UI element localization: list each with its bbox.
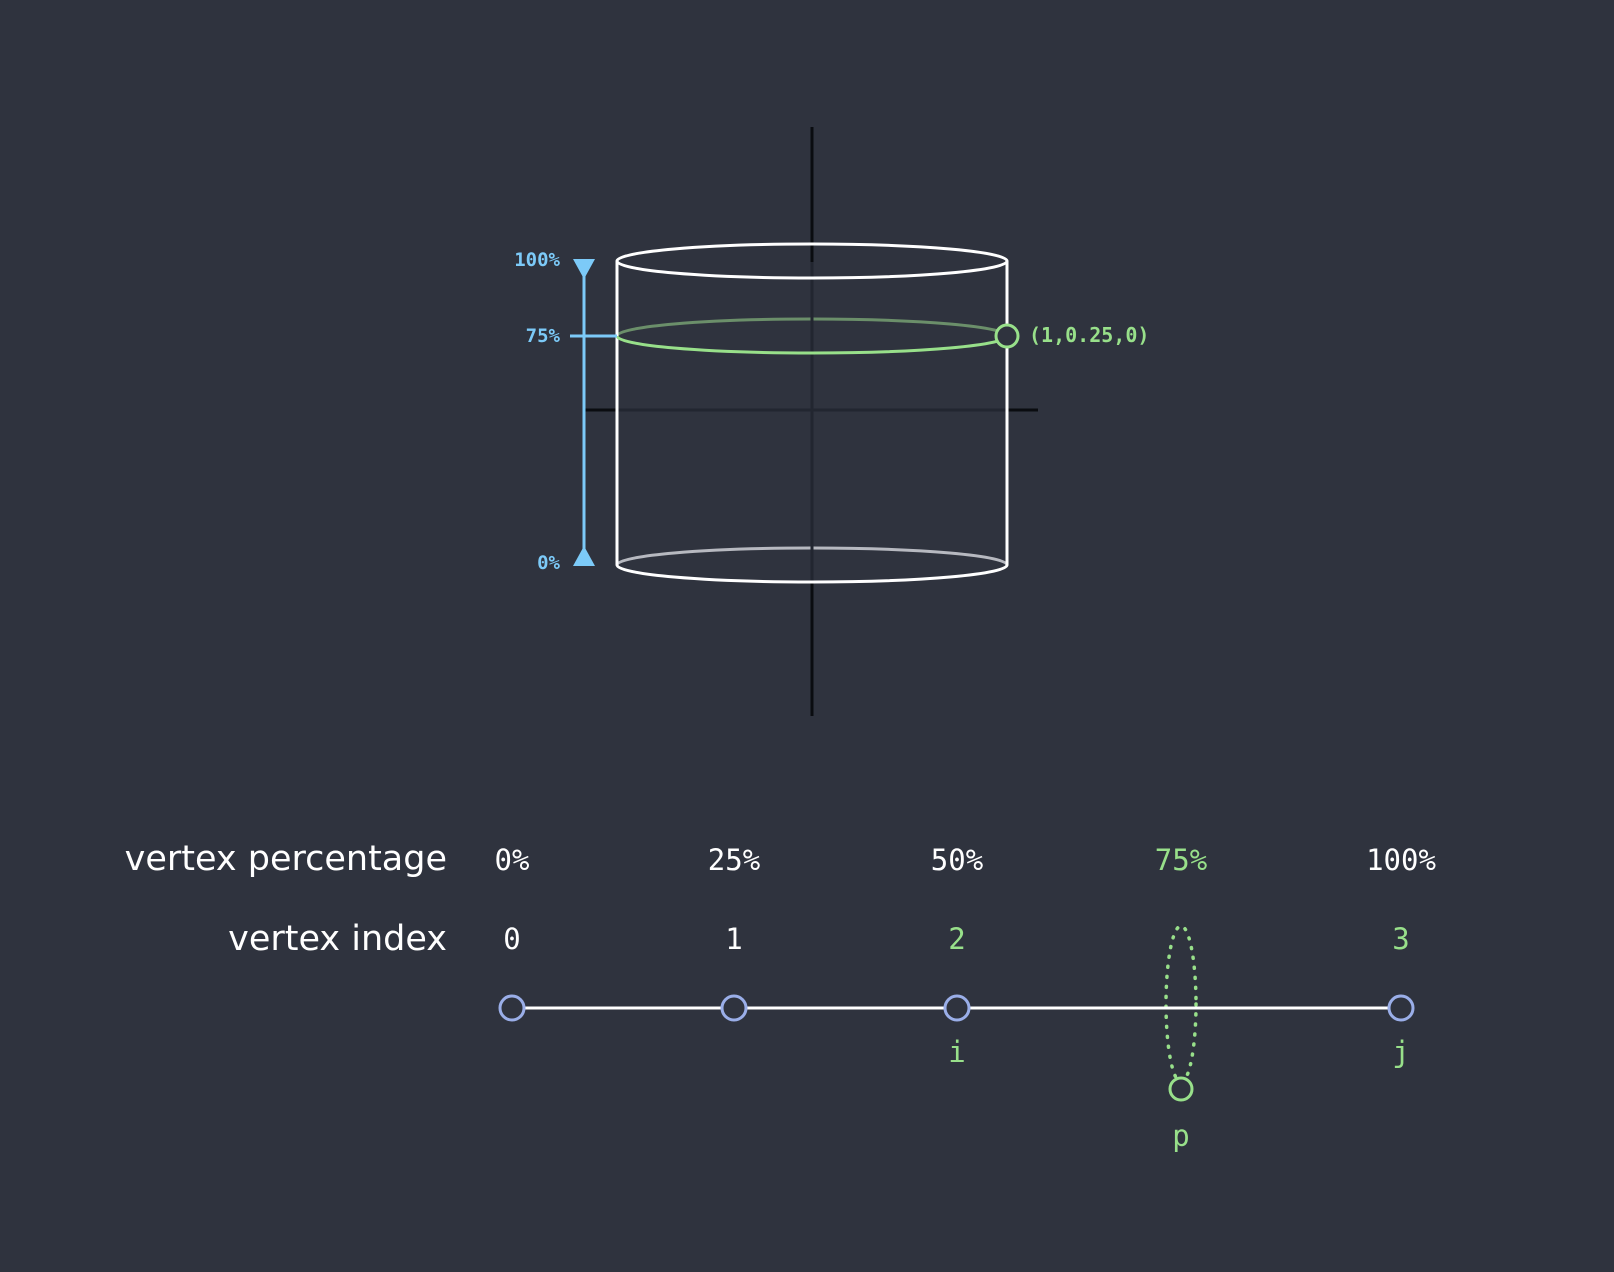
row-label-index: vertex index <box>228 919 447 959</box>
height-scale-bottom-arrow <box>573 546 595 566</box>
vertex-marker-i: i <box>948 1035 965 1069</box>
row-label-percentage: vertex percentage <box>125 839 447 879</box>
height-label-100: 100% <box>514 249 560 271</box>
vertex-node-0 <box>498 994 526 1022</box>
percentage-value-1: 25% <box>708 843 760 877</box>
index-value-3: 3 <box>1392 922 1409 956</box>
index-value-1: 1 <box>725 922 742 956</box>
interpolated-point <box>1168 1076 1194 1102</box>
cylinder-figure: (1,0.25,0) 100% 75% 0% <box>514 127 1149 716</box>
percentage-value-0: 0% <box>495 843 530 877</box>
vertex-marker-j: j <box>1392 1035 1409 1069</box>
index-value-2: 2 <box>948 922 965 956</box>
slice-point-label: (1,0.25,0) <box>1029 323 1149 347</box>
interpolated-point-label: p <box>1172 1119 1189 1153</box>
slice-point <box>994 323 1020 349</box>
interpolation-loop <box>1164 924 1198 1084</box>
cylinder-bottom-front <box>615 564 1009 584</box>
vertex-table: vertex percentage vertex index 0% 25% 50… <box>125 839 1436 1153</box>
vertex-node-2 <box>943 994 971 1022</box>
percentage-value-2: 50% <box>931 843 983 877</box>
height-label-0: 0% <box>537 552 560 574</box>
index-value-0: 0 <box>503 922 520 956</box>
vertex-node-1 <box>720 994 748 1022</box>
percentage-value-3: 100% <box>1366 843 1436 877</box>
percentage-value-interpolated: 75% <box>1155 843 1207 877</box>
vertex-node-3 <box>1387 994 1415 1022</box>
height-scale-top-arrow <box>573 259 595 279</box>
slice-ring-front <box>615 335 1009 355</box>
height-label-75: 75% <box>526 325 561 347</box>
